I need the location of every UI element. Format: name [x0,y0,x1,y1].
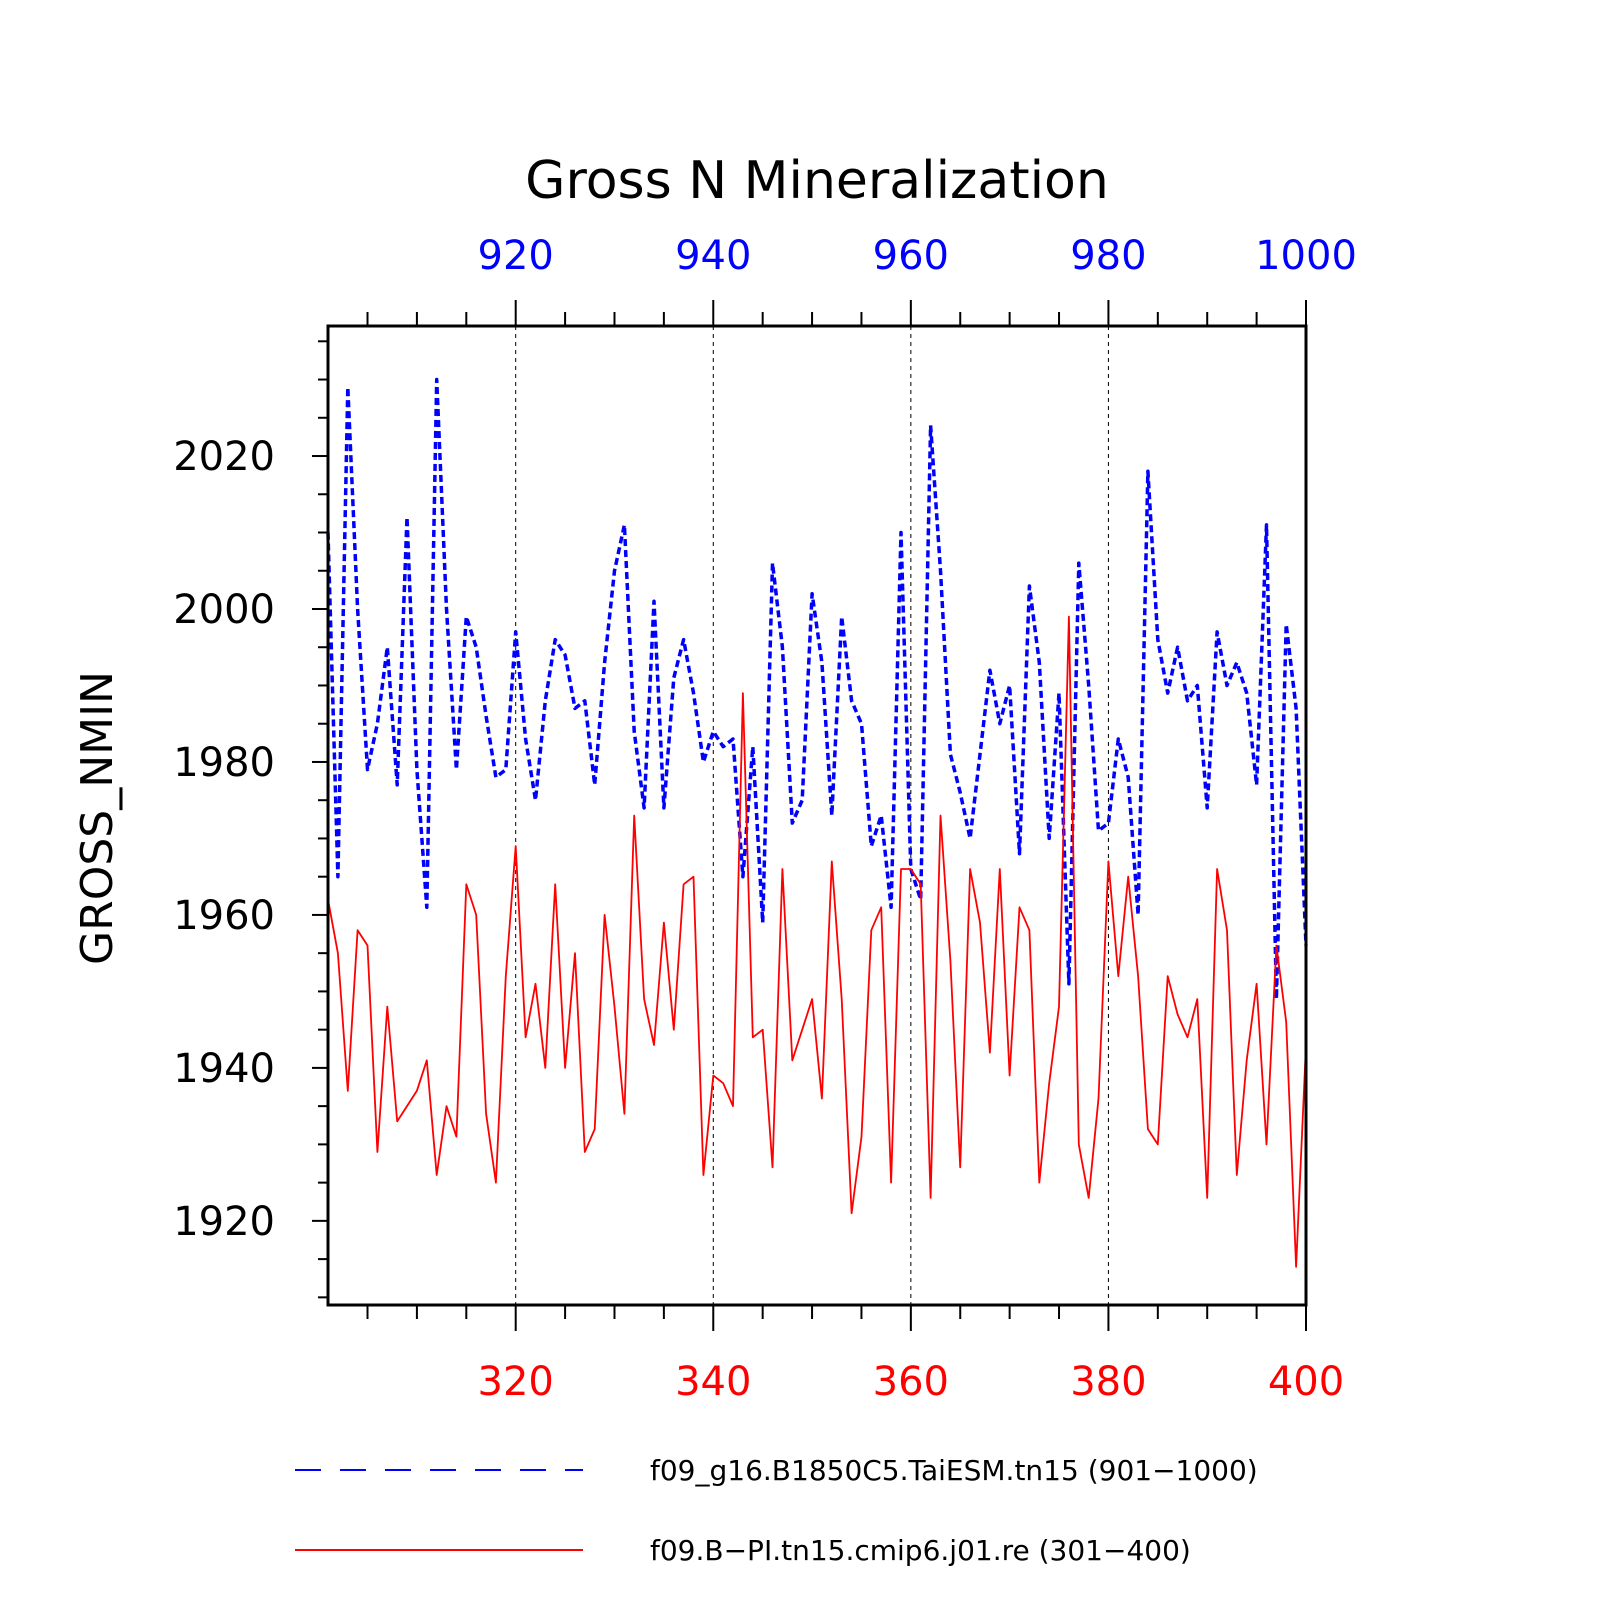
legend: f09_g16.B1850C5.TaiESM.tn15 (901−1000) f0… [295,1454,1258,1567]
bottom-tick-label: 320 [478,1359,554,1405]
bottom-tick-label: 400 [1268,1359,1344,1405]
axes: 1920 1940 1960 1980 2000 2020 920 940 960 980 1000… [173,233,1357,1405]
bottom-tick-label: 380 [1070,1359,1146,1405]
y-tick-label: 1920 [173,1199,275,1245]
bottom-tick-label: 360 [873,1359,949,1405]
legend-label: f09.B−PI.tn15.cmip6.j01.re (301−400) [650,1534,1191,1567]
top-tick-label: 920 [478,233,554,279]
top-tick-label: 1000 [1255,233,1357,279]
y-tick-label: 1960 [173,893,275,939]
y-tick-label: 2020 [173,434,275,480]
legend-label: f09_g16.B1850C5.TaiESM.tn15 (901−1000) [650,1454,1258,1487]
top-tick-label: 960 [873,233,949,279]
bottom-tick-label: 340 [675,1359,751,1405]
top-tick-label: 940 [675,233,751,279]
y-tick-label: 2000 [173,587,275,633]
series-line-blue [326,377,1308,1001]
y-axis-label: GROSS_NMIN [72,671,123,965]
chart-title: Gross N Mineralization [525,151,1109,211]
y-tick-label: 1940 [173,1046,275,1092]
top-tick-label: 980 [1070,233,1146,279]
y-tick-label: 1980 [173,740,275,786]
series-group [326,377,1308,1268]
series-line-red [327,615,1307,1268]
plot-frame [326,324,1308,1307]
